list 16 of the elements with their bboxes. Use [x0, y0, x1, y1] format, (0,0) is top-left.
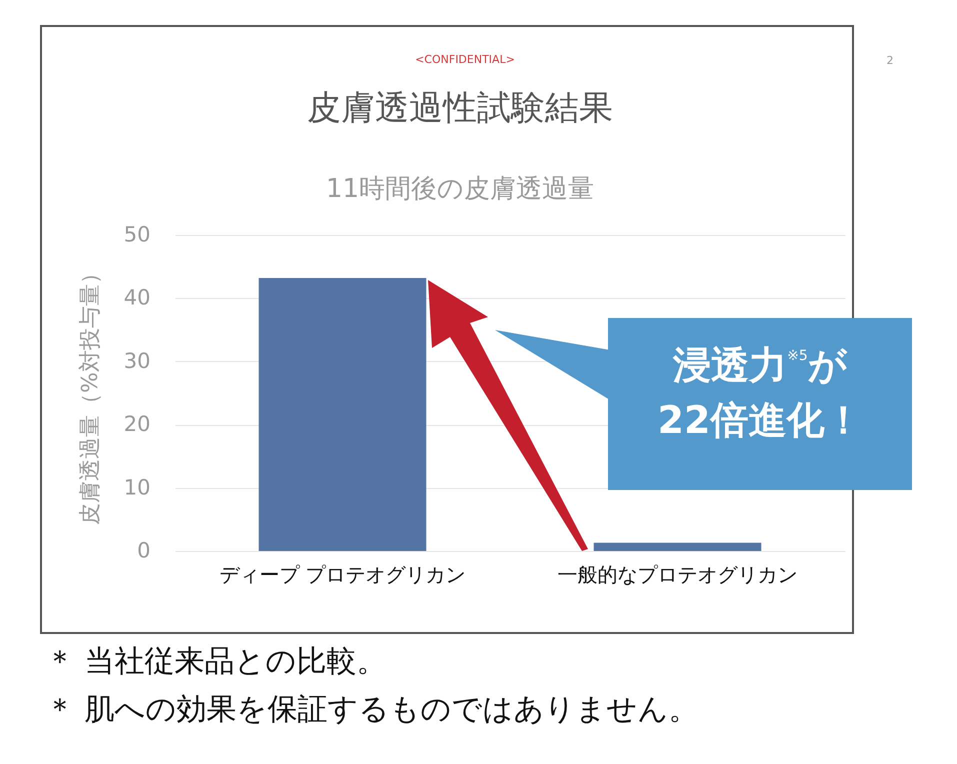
text: 2 [886, 54, 894, 68]
chart-subtitle: 11時間後の皮膚透過量 [326, 174, 594, 204]
y-tick-label: 40 [124, 286, 150, 310]
x-tick-label: ディープ プロテオグリカン [219, 562, 466, 586]
y-tick-label: 20 [124, 412, 150, 436]
y-tick-label: 50 [124, 222, 150, 246]
y-tick-label: 10 [124, 475, 150, 500]
text: ＊ 当社従来品との比較。 [45, 643, 388, 681]
text: <CONFIDENTIAL> [414, 53, 516, 68]
y-tick-label: 0 [137, 538, 150, 562]
x-tick-label: 一般的なプロテオグリカン [558, 562, 798, 586]
chart-title: 皮膚透過性試験結果 [307, 88, 613, 128]
text: ＊ 肌への効果を保証するものではありません。 [45, 691, 700, 729]
annotation: 浸透力$^{※5}$が 22倍進化！ [656, 342, 864, 444]
y-tick-label: 30 [124, 348, 150, 373]
y-axis-title: 皮膚透過量（%対投与量） [78, 262, 103, 525]
